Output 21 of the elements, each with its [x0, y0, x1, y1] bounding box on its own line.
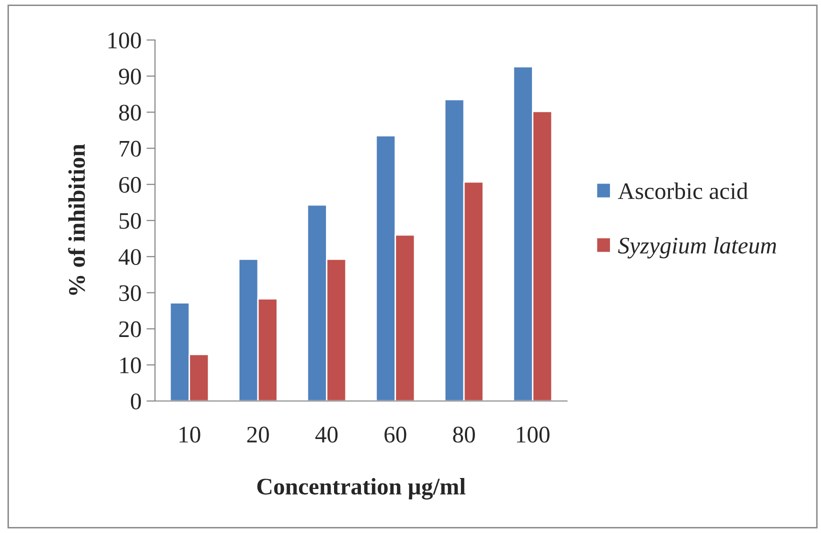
legend-label: Syzygium lateum — [618, 236, 776, 258]
x-tick-label: 20 — [247, 426, 269, 443]
y-tick-label: 60 — [119, 176, 141, 193]
y-tick-label: 20 — [119, 321, 141, 338]
y-tick-label: 80 — [119, 104, 141, 121]
x-axis-title: Concentration µg/ml — [257, 478, 466, 500]
y-tick-label: 0 — [130, 393, 141, 410]
x-tick-label: 60 — [384, 426, 406, 443]
x-tick-label: 100 — [517, 426, 550, 443]
y-tick-label: 90 — [118, 68, 141, 85]
y-axis-title: % of inhibition — [68, 144, 86, 295]
y-tick-label: 40 — [118, 249, 141, 266]
y-tick-label: 10 — [120, 357, 141, 374]
y-tick-label: 50 — [120, 212, 141, 229]
x-tick-label: 10 — [180, 426, 200, 443]
y-tick-label: 30 — [119, 285, 141, 302]
x-tick-label: 40 — [315, 426, 338, 443]
y-tick-label: 100 — [108, 32, 141, 48]
legend-label: Ascorbic acid — [618, 182, 748, 200]
x-tick-label: 80 — [453, 426, 475, 443]
y-tick-label: 70 — [120, 140, 141, 157]
